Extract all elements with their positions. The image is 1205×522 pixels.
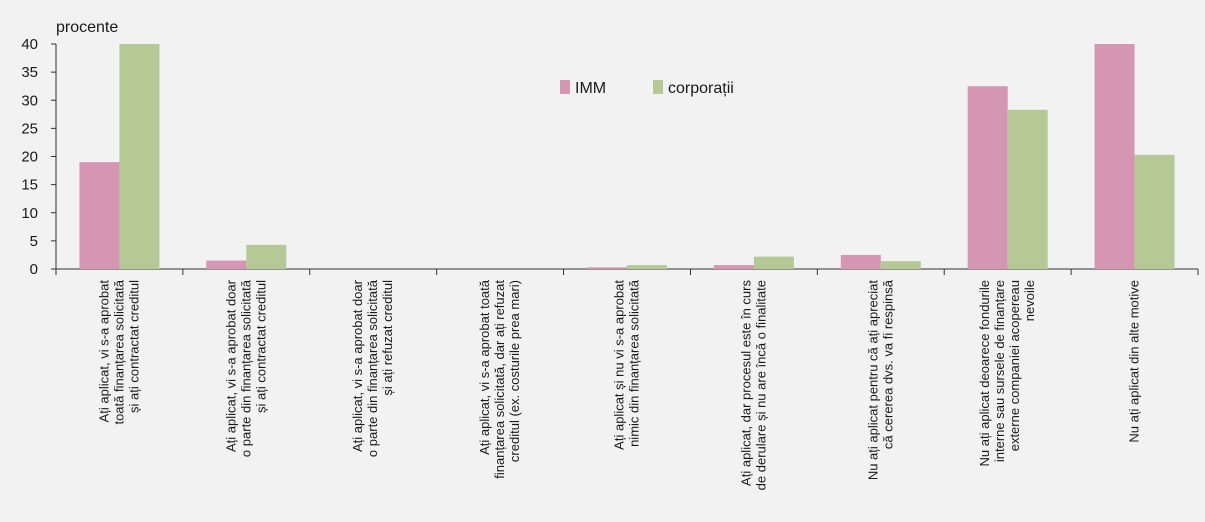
category-label-line: și ați contractat creditul: [126, 280, 141, 413]
y-tick-label: 10: [21, 205, 38, 222]
bar-imm-8: [967, 86, 1008, 269]
bar-imm-7: [840, 254, 881, 269]
category-label-5: Ați aplicat și nu vi s-a aprobatnimic di…: [612, 279, 642, 450]
category-label-line: Nu ați aplicat pentru că ați apreciat: [865, 280, 880, 481]
bar-imm-6: [713, 265, 754, 269]
legend-label-imm: IMM: [575, 80, 606, 97]
category-label-line: Ați aplicat, vi s-a aprobat toată: [477, 279, 492, 455]
category-label-2: Ați aplicat, vi s-a aprobat doaro parte …: [223, 279, 268, 457]
bar-corporatii-5: [627, 265, 667, 269]
bar-corporatii-2: [246, 244, 287, 269]
legend-label-corporatii: corporații: [668, 80, 734, 97]
y-tick-label: 40: [21, 36, 38, 53]
category-label-1: Ați aplicat, vi s-a aprobattoată finanța…: [96, 279, 141, 424]
category-label-line: Ați aplicat, vi s-a aprobat doar: [350, 279, 365, 452]
category-label-6: Ați aplicat, dar procesul este în cursde…: [738, 280, 768, 491]
y-tick-label: 20: [21, 149, 38, 166]
category-label-8: Nu ați aplicat deoarece fondurileinterne…: [977, 280, 1037, 466]
bar-imm-2: [206, 260, 247, 269]
category-label-line: nimic din finanțarea solicitată: [627, 279, 642, 447]
bar-imm-5: [587, 267, 627, 269]
bar-corporatii-8: [1007, 109, 1048, 269]
category-label-7: Nu ați aplicat pentru că ați apreciatcă …: [865, 279, 895, 480]
y-tick-label: 15: [21, 177, 38, 194]
category-label-3: Ați aplicat, vi s-a aprobat doaro parte …: [350, 279, 395, 457]
category-label-line: o parte din finanțarea solicitată: [238, 279, 253, 457]
category-label-line: externe companiei acopereau: [1007, 280, 1022, 451]
category-label-line: și ați refuzat creditul: [380, 280, 395, 396]
category-label-9: Nu ați aplicat din alte motive: [1127, 280, 1142, 443]
category-label-line: toată finanțarea solicitată: [111, 279, 126, 424]
category-label-line: de derulare și nu are încă o finalitate: [753, 280, 768, 490]
category-label-line: Nu ați aplicat din alte motive: [1127, 280, 1142, 443]
category-label-line: Nu ați aplicat deoarece fondurile: [977, 280, 992, 466]
bar-imm-9: [1094, 44, 1135, 269]
category-label-line: Ați aplicat și nu vi s-a aprobat: [612, 280, 627, 450]
category-label-line: nevoile: [1022, 280, 1037, 321]
y-tick-label: 25: [21, 120, 38, 137]
bar-corporatii-6: [753, 256, 794, 269]
bar-corporatii-9: [1134, 154, 1175, 269]
category-label-line: că cererea dvs. va fi respinsă: [880, 279, 895, 449]
legend-swatch-imm: [560, 80, 570, 94]
category-label-line: Ați aplicat, vi s-a aprobat: [96, 280, 111, 423]
category-label-line: interne sau sursele de finanțare: [992, 280, 1007, 462]
category-label-line: Ați aplicat, dar procesul este în curs: [738, 280, 753, 486]
bar-corporatii-7: [880, 261, 921, 269]
category-label-line: finanțarea solicitată, dar ați refuzat: [492, 280, 507, 479]
category-label-line: creditul (ex. costurile prea mari): [507, 280, 522, 462]
bar-imm-1: [79, 162, 120, 269]
y-unit-label: procente: [56, 19, 118, 36]
y-tick-label: 0: [30, 261, 38, 278]
y-tick-label: 5: [30, 233, 38, 250]
bar-corporatii-1: [119, 44, 160, 269]
category-label-line: și ați contractat creditul: [253, 280, 268, 413]
category-label-4: Ați aplicat, vi s-a aprobat toatăfinanța…: [477, 279, 522, 479]
y-tick-label: 35: [21, 64, 38, 81]
y-tick-label: 30: [21, 92, 38, 109]
legend-swatch-corporatii: [653, 80, 663, 94]
category-label-line: o parte din finanțarea solicitată: [365, 279, 380, 457]
category-label-line: Ați aplicat, vi s-a aprobat doar: [223, 279, 238, 452]
